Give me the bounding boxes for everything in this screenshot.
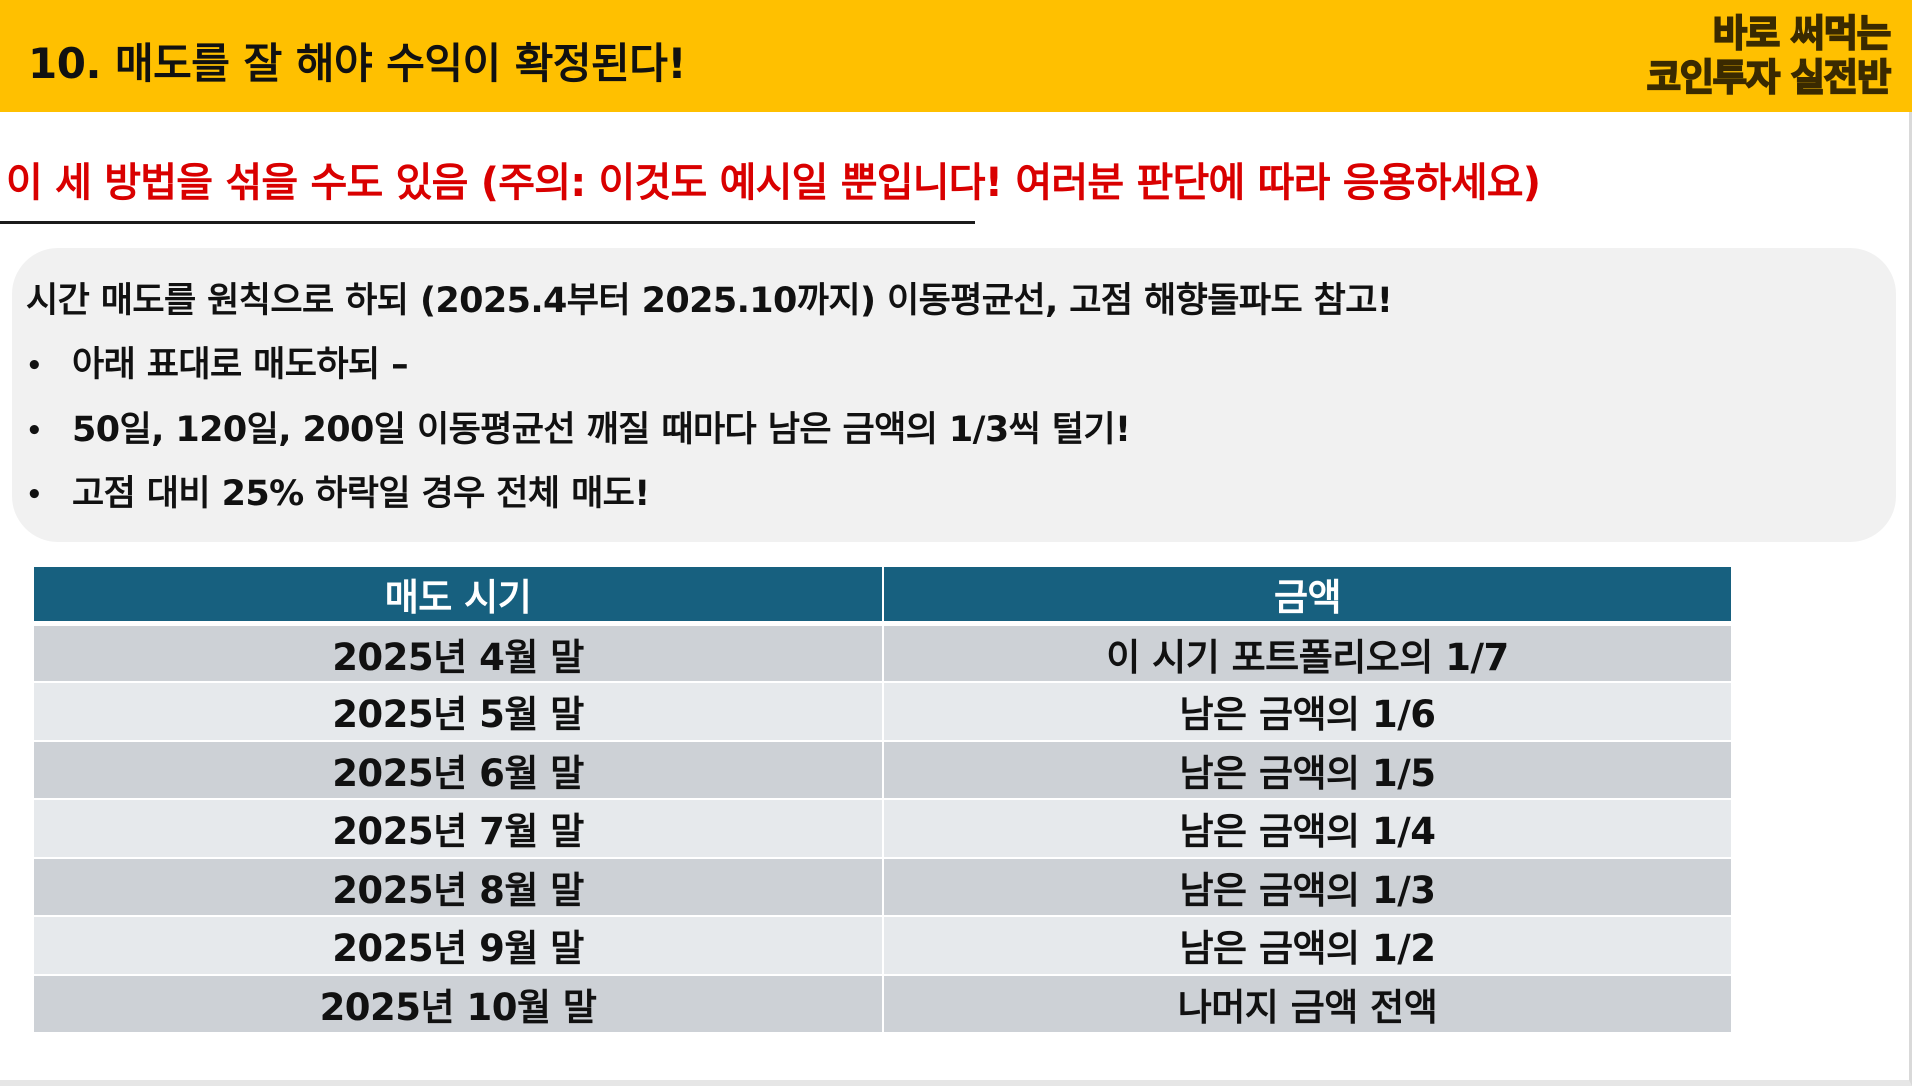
- cell-amount: 남은 금액의 1/4: [883, 799, 1733, 859]
- cell-sell-time: 2025년 8월 말: [34, 857, 884, 917]
- brand-logo: 바로 써먹는 코인투자 실전반: [1646, 11, 1892, 100]
- cell-amount: 이 시기 포트폴리오의 1/7: [883, 623, 1733, 683]
- table-row: 2025년 6월 말 남은 금액의 1/5: [34, 740, 1733, 800]
- bullet-text: 아래 표대로 매도하되 –: [72, 345, 409, 385]
- cell-amount: 남은 금액의 1/6: [883, 682, 1733, 742]
- cell-amount: 남은 금액의 1/3: [883, 857, 1733, 917]
- sell-schedule-table: 매도 시기 금액 2025년 4월 말 이 시기 포트폴리오의 1/7 2025…: [34, 567, 1733, 1034]
- column-header-amount: 금액: [883, 567, 1733, 626]
- brand-line-2: 코인투자 실전반: [1646, 55, 1892, 100]
- bullet-item: • 고점 대비 25% 하락일 경우 전체 매도!: [26, 465, 650, 516]
- page-title: 10. 매도를 잘 해야 수익이 확정된다!: [28, 39, 687, 88]
- column-header-sell-time: 매도 시기: [34, 567, 884, 626]
- header-band: 10. 매도를 잘 해야 수익이 확정된다! 바로 써먹는 코인투자 실전반: [0, 0, 1912, 112]
- cell-sell-time: 2025년 10월 말: [34, 974, 884, 1034]
- table-row: 2025년 5월 말 남은 금액의 1/6: [34, 682, 1733, 742]
- bullet-item: • 50일, 120일, 200일 이동평균선 깨질 때마다 남은 금액의 1/3…: [26, 401, 1131, 452]
- table-row: 2025년 9월 말 남은 금액의 1/2: [34, 916, 1733, 976]
- bullet-dot-icon: •: [26, 480, 43, 510]
- brand-line-1: 바로 써먹는: [1712, 11, 1892, 56]
- cell-amount: 남은 금액의 1/2: [883, 916, 1733, 976]
- notes-box: 시간 매도를 원칙으로 하되 (2025.4부터 2025.10까지) 이동평균…: [12, 248, 1896, 542]
- cell-amount: 나머지 금액 전액: [883, 974, 1733, 1034]
- cell-sell-time: 2025년 5월 말: [34, 682, 884, 742]
- bullet-text: 고점 대비 25% 하락일 경우 전체 매도!: [72, 474, 650, 514]
- cell-amount: 남은 금액의 1/5: [883, 740, 1733, 800]
- cell-sell-time: 2025년 7월 말: [34, 799, 884, 859]
- cell-sell-time: 2025년 4월 말: [34, 623, 884, 683]
- table-row: 2025년 10월 말 나머지 금액 전액: [34, 974, 1733, 1034]
- bullet-item: • 아래 표대로 매도하되 –: [26, 336, 409, 387]
- notes-lead: 시간 매도를 원칙으로 하되 (2025.4부터 2025.10까지) 이동평균…: [26, 281, 1393, 321]
- bullet-text: 50일, 120일, 200일 이동평균선 깨질 때마다 남은 금액의 1/3씩…: [72, 410, 1131, 450]
- cell-sell-time: 2025년 9월 말: [34, 916, 884, 976]
- bullet-dot-icon: •: [26, 351, 43, 381]
- cell-sell-time: 2025년 6월 말: [34, 740, 884, 800]
- subtitle-underline: [0, 221, 975, 224]
- table-row: 2025년 4월 말 이 시기 포트폴리오의 1/7: [34, 623, 1733, 683]
- bullet-dot-icon: •: [26, 416, 43, 446]
- table-row: 2025년 8월 말 남은 금액의 1/3: [34, 857, 1733, 917]
- subtitle-warning: 이 세 방법을 섞을 수도 있음 (주의: 이것도 예시일 뿐입니다! 여러분 …: [6, 160, 1541, 206]
- table-header-row: 매도 시기 금액: [34, 567, 1733, 626]
- table-row: 2025년 7월 말 남은 금액의 1/4: [34, 799, 1733, 859]
